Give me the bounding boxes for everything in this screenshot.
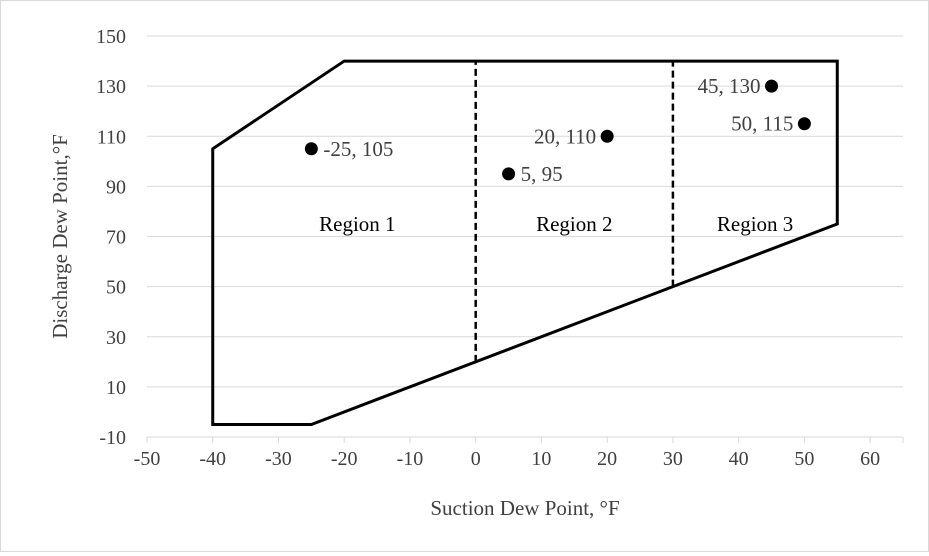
x-tick-label: 50 [794, 448, 814, 470]
x-tick-label: 60 [860, 448, 880, 470]
data-point [765, 79, 779, 93]
data-point [600, 129, 614, 143]
region-label: Region 1 [319, 212, 395, 236]
x-tick-label: -20 [331, 448, 358, 470]
data-point [502, 167, 516, 181]
y-tick-label: 90 [106, 176, 126, 198]
y-tick-label: 110 [97, 126, 126, 148]
data-label: -25, 105 [323, 137, 393, 161]
data-label: 20, 110 [534, 124, 596, 148]
x-axis-title: Suction Dew Point, °F [430, 496, 619, 520]
y-tick-label: 30 [106, 327, 126, 349]
y-axis-title: Discharge Dew Point,°F [48, 134, 72, 339]
data-point [304, 142, 318, 156]
y-tick-label: 50 [106, 277, 126, 299]
data-label: 5, 95 [521, 162, 563, 186]
data-point [797, 117, 811, 131]
x-tick-label: -40 [199, 448, 226, 470]
y-tick-label: 70 [106, 227, 126, 249]
data-label: 50, 115 [731, 112, 793, 136]
data-label: 45, 130 [698, 74, 761, 98]
operating-envelope [211, 59, 839, 426]
y-tick-label: 130 [96, 76, 126, 98]
region-label: Region 2 [536, 212, 612, 236]
y-tick-label: 10 [106, 377, 126, 399]
y-tick-label: -10 [99, 427, 126, 449]
x-tick-label: 10 [531, 448, 551, 470]
x-tick-label: 40 [729, 448, 749, 470]
x-tick-label: -50 [134, 448, 161, 470]
x-tick-label: 30 [663, 448, 683, 470]
y-tick-label: 150 [96, 26, 126, 48]
region-label: Region 3 [717, 212, 793, 236]
x-tick-label: -30 [265, 448, 292, 470]
x-tick-label: -10 [397, 448, 424, 470]
x-tick-label: 0 [471, 448, 481, 470]
x-tick-label: 20 [597, 448, 617, 470]
